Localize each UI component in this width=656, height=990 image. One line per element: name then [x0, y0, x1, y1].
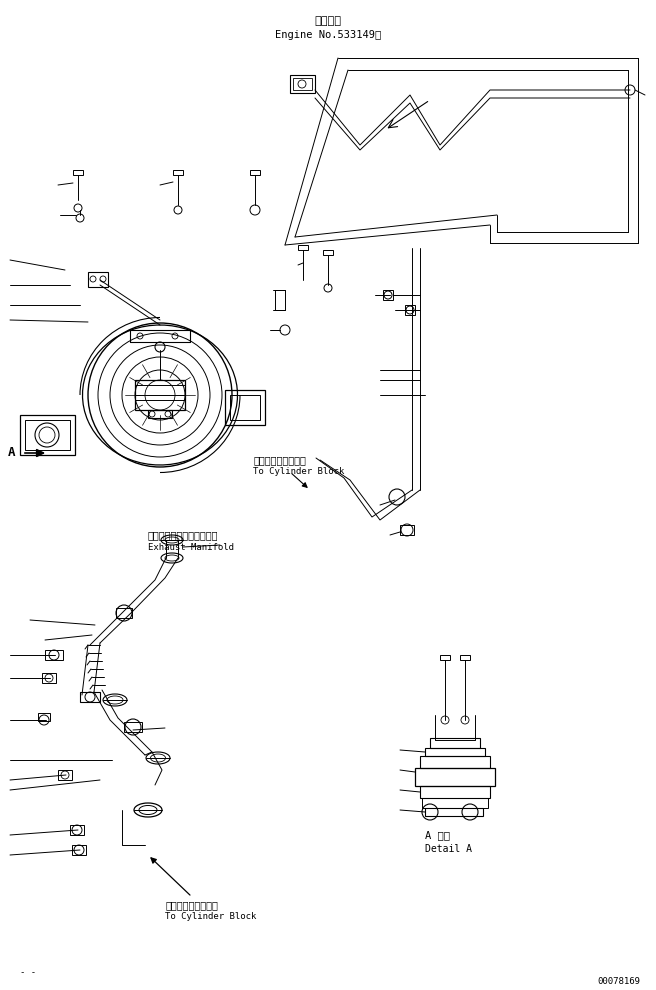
Bar: [250, 170, 260, 175]
Text: To Cylinder Block: To Cylinder Block: [165, 912, 256, 921]
Text: Detail A: Detail A: [425, 844, 472, 854]
Bar: [72, 845, 86, 855]
Bar: [58, 770, 72, 780]
Bar: [70, 825, 84, 835]
Text: Exhaust Manifold: Exhaust Manifold: [148, 543, 234, 552]
Bar: [430, 738, 480, 748]
Text: エキゾーストマニホールド: エキゾーストマニホールド: [148, 530, 218, 540]
Bar: [405, 305, 415, 315]
Bar: [460, 655, 470, 660]
Bar: [116, 608, 132, 618]
Text: A: A: [9, 446, 16, 459]
Bar: [42, 673, 56, 683]
Text: A 詳細: A 詳細: [425, 830, 450, 840]
Bar: [425, 808, 483, 816]
Text: シリンダブロックへ: シリンダブロックへ: [165, 900, 218, 910]
Bar: [135, 380, 185, 410]
Bar: [225, 390, 265, 425]
Bar: [20, 415, 75, 455]
Bar: [383, 290, 393, 300]
Bar: [420, 786, 490, 798]
Bar: [45, 650, 63, 660]
Bar: [73, 170, 83, 175]
Text: - -: - -: [20, 968, 36, 977]
Bar: [440, 655, 450, 660]
Bar: [400, 525, 414, 535]
Bar: [230, 395, 260, 420]
Bar: [124, 722, 142, 732]
Bar: [275, 290, 285, 310]
Bar: [130, 330, 190, 342]
Text: To Cylinder Block: To Cylinder Block: [253, 467, 344, 476]
Bar: [293, 78, 312, 90]
Bar: [290, 75, 315, 93]
Text: シリンダブロックへ: シリンダブロックへ: [253, 455, 306, 465]
Text: 通用号機: 通用号機: [314, 16, 342, 26]
Bar: [422, 798, 488, 808]
Bar: [38, 713, 50, 721]
Bar: [25, 420, 70, 450]
Text: 00078169: 00078169: [597, 977, 640, 986]
Bar: [415, 768, 495, 786]
Bar: [148, 410, 172, 418]
Bar: [80, 692, 100, 702]
Bar: [88, 272, 108, 287]
Bar: [420, 756, 490, 768]
Bar: [173, 170, 183, 175]
Bar: [425, 748, 485, 756]
Bar: [323, 250, 333, 255]
Bar: [298, 245, 308, 250]
Text: Engine No.533149～: Engine No.533149～: [275, 30, 381, 40]
